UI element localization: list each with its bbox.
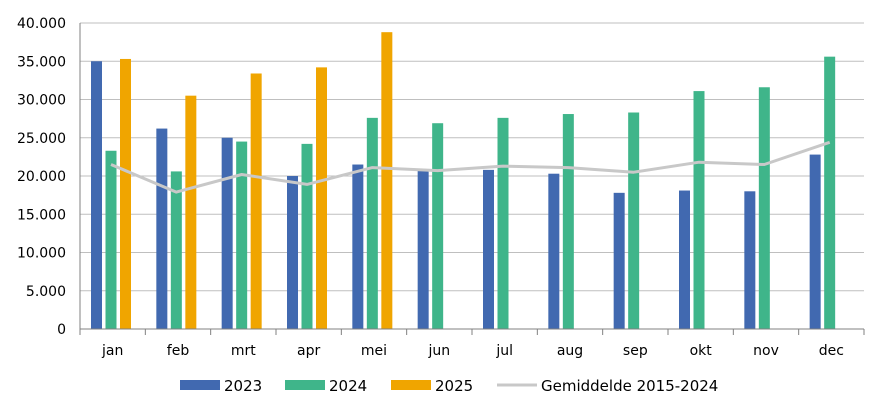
y-tick-label: 35.000 — [17, 54, 66, 70]
legend-label-gemiddelde-2015-2024: Gemiddelde 2015-2024 — [541, 377, 718, 395]
y-tick-label: 20.000 — [17, 169, 66, 185]
y-tick-label: 30.000 — [17, 93, 66, 109]
x-tick-label: aug — [557, 343, 583, 359]
bar-2025-feb — [185, 95, 197, 329]
bar-2024-jan — [105, 150, 117, 329]
y-tick-label: 15.000 — [17, 207, 66, 223]
bar-2023-jan — [91, 61, 102, 329]
bar-2024-sep — [628, 112, 640, 329]
x-tick-label: feb — [167, 343, 190, 359]
legend-label-2025: 2025 — [435, 377, 473, 395]
y-axis-ticks: 0 5.000 10.000 15.000 20.000 25.000 30.000 35.0… — [17, 16, 66, 338]
bar-2025-apr — [316, 67, 327, 330]
bar-2024-aug — [562, 114, 574, 329]
legend-swatch-2023 — [180, 380, 220, 390]
bar-2024-okt — [693, 91, 705, 330]
average-line-group — [110, 140, 831, 194]
legend-swatch-2025 — [391, 380, 431, 390]
bar-2023-mrt — [221, 137, 233, 329]
bar-2024-jun — [432, 123, 444, 329]
legend-label-2024: 2024 — [329, 377, 367, 395]
bars — [91, 32, 836, 330]
x-tick-label: apr — [297, 343, 320, 359]
bar-2023-jul — [483, 169, 494, 329]
x-tick-label: sep — [623, 343, 648, 359]
bar-2023-apr — [287, 176, 298, 329]
average-line — [110, 140, 831, 194]
bar-2023-sep — [613, 192, 625, 329]
bar-2023-dec — [809, 154, 821, 329]
x-tick-label: jan — [101, 343, 123, 359]
y-tick-label: 40.000 — [17, 16, 66, 32]
legend-swatch-2024 — [285, 380, 325, 390]
legend-label-2023: 2023 — [224, 377, 262, 395]
x-axis: jan feb mrt apr mei jun jul aug sep okt nov dec — [79, 23, 865, 359]
bar-2024-nov — [758, 87, 770, 329]
bar-2025-jan — [120, 58, 131, 329]
bar-2024-mei — [366, 117, 378, 329]
bar-2024-feb — [170, 171, 182, 329]
bar-2024-mrt — [236, 141, 248, 329]
y-tick-label: 0 — [57, 322, 66, 338]
bar-2024-apr — [301, 143, 313, 329]
x-tick-label: dec — [819, 343, 844, 359]
x-tick-label: jul — [495, 343, 513, 359]
bar-2023-nov — [744, 191, 756, 329]
bar-2023-feb — [156, 128, 168, 329]
x-tick-label: nov — [753, 343, 779, 359]
x-tick-label: jun — [428, 343, 451, 359]
x-tick-label: okt — [690, 343, 713, 359]
bar-2025-mrt — [250, 73, 262, 330]
bar-2023-okt — [679, 190, 690, 329]
y-tick-label: 25.000 — [17, 131, 66, 147]
bar-2024-jul — [497, 117, 509, 329]
bar-2025-mei — [381, 32, 393, 330]
bar-2023-mei — [352, 164, 364, 329]
bar-2024-dec — [824, 56, 836, 329]
x-tick-label: mei — [361, 343, 387, 359]
bar-2023-jun — [417, 169, 429, 329]
y-tick-label: 5.000 — [26, 284, 66, 300]
legend: 2023 2024 2025 Gemiddelde 2015-2024 — [180, 377, 718, 395]
gridlines — [80, 22, 864, 292]
bar-2023-aug — [548, 173, 560, 329]
x-tick-label: mrt — [231, 343, 256, 359]
y-tick-label: 10.000 — [17, 246, 66, 262]
